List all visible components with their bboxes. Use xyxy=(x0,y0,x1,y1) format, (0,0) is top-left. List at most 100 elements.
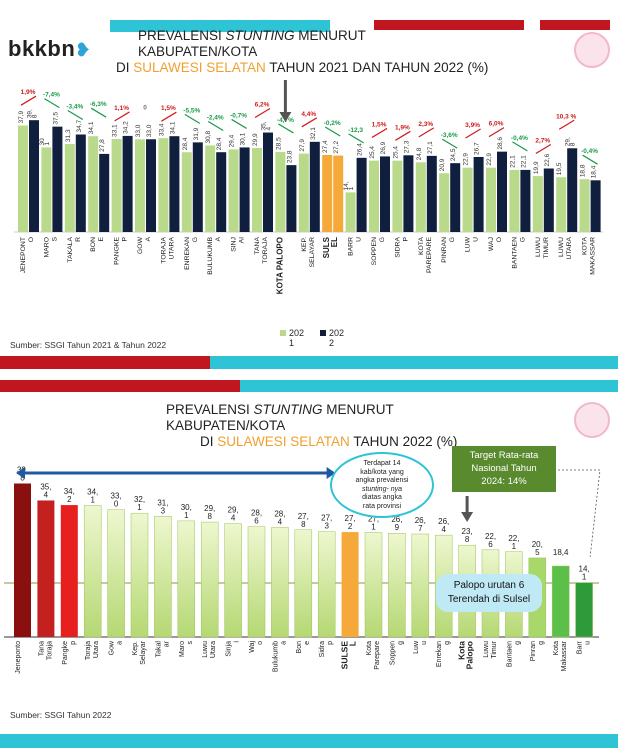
label-2022-jeneponto-b: 8 xyxy=(32,114,39,118)
label-2021-bone: 34,1 xyxy=(88,121,95,134)
tick-label-kota-parepare: KOTA xyxy=(418,237,425,255)
bar-2022-enrekang xyxy=(192,142,203,232)
bar-2021-luwu-timur xyxy=(532,176,543,232)
target-line-3: 2024: 14% xyxy=(481,476,527,487)
tick-label-luwu-timur: LUWU xyxy=(535,237,542,257)
tick-label-enrekang-b: G xyxy=(192,237,199,242)
change-arrow-maros xyxy=(44,98,60,109)
value-label-kota-makassar: 18,4 xyxy=(553,548,569,557)
tick-label-bone: Bon xyxy=(296,641,303,654)
top-title-line3-post: TAHUN 2021 DAN TAHUN 2022 (%) xyxy=(265,60,489,75)
bar-2021-jeneponto xyxy=(18,125,28,232)
top-title: PREVALENSI STUNTING MENURUT KABUPATEN/KO… xyxy=(116,28,536,76)
tick-label-luwu-utara: Luwu xyxy=(202,641,209,658)
bar-2021-barru xyxy=(345,192,356,232)
legend-label-2022-b: 2 xyxy=(329,338,335,348)
callout-line-6: rata provinsi xyxy=(362,502,402,510)
value-label-barru: 14, xyxy=(579,565,590,574)
tick-label-tana-toraja-b: TORAJA xyxy=(262,237,269,264)
tick-label-bone-b: e xyxy=(304,641,311,645)
change-arrow-kota-makassar xyxy=(582,154,598,165)
tick-label-luwu: Luw xyxy=(413,640,420,654)
value-label-maros: 30, xyxy=(181,503,192,512)
tick-label-enrekang-b: g xyxy=(444,641,451,645)
tick-label-tana-toraja-b: Toraja xyxy=(46,641,53,660)
value-label-pinrang: 20, xyxy=(532,540,543,549)
label-2021-sinjai: 29,4 xyxy=(229,134,236,147)
label-2022-enrekang: 31,9 xyxy=(193,127,200,140)
label-2022-sinjai: 30,1 xyxy=(240,132,247,145)
bar-2021-sinjai xyxy=(228,149,239,232)
tick-label-sidrap-b: p xyxy=(327,641,334,645)
label-2021-pangkep: 33,1 xyxy=(112,124,119,137)
tick-label-sidrap-b: P xyxy=(402,237,409,242)
change-arrow-bone xyxy=(90,107,107,118)
value-label-bulukumba: 28, xyxy=(274,509,285,518)
palopo-arrow-head xyxy=(461,512,474,522)
label-2022-luwu-utara: 29, xyxy=(565,137,572,146)
tick-label-sidrap: Sidra xyxy=(319,641,326,657)
legend-swatch-2022 xyxy=(320,330,326,336)
tick-label-sulsel-b: L xyxy=(348,641,358,646)
change-arrow-tana-toraja xyxy=(254,108,271,119)
bar-kota-makassar xyxy=(551,565,570,638)
tick-label-pinrang-b: G xyxy=(449,237,456,242)
value-label-soppeng-b: 9 xyxy=(395,523,400,532)
label-2022-tana-toraja: 35, xyxy=(261,121,268,130)
value-label-luwu-timur: 22, xyxy=(485,532,496,541)
value-label-enrekang-b: 4 xyxy=(441,525,446,534)
bar-2021-luwu xyxy=(462,167,473,232)
label-2021-toraja-utara: 33,4 xyxy=(158,123,165,136)
change-arrow-pinrang xyxy=(441,138,458,149)
tick-label-maros-b: S xyxy=(51,237,58,242)
tick-label-maros: MARO xyxy=(43,237,50,257)
tick-label-toraja-utara-b: Utara xyxy=(93,641,100,658)
change-arrow-pangkep xyxy=(114,111,130,122)
bar-tana-toraja xyxy=(37,500,55,637)
tick-label-gowa-b: A xyxy=(145,237,152,242)
bar-2022-wajo xyxy=(497,151,507,232)
bar-2022-sidrap xyxy=(403,155,414,232)
bar-2022-kota-palopo xyxy=(286,165,297,232)
bottom-title: PREVALENSI STUNTING MENURUT KABUPATEN/KO… xyxy=(166,402,466,450)
label-2021-maros: 30 xyxy=(39,138,46,146)
value-label-luwu-b: 7 xyxy=(418,524,423,533)
label-2021-enrekang: 28,4 xyxy=(182,137,189,150)
value-label-pangkep-b: 2 xyxy=(67,495,72,504)
tick-label-bone: BON xyxy=(90,237,97,252)
label-2022-tana-toraja-b: 4 xyxy=(266,127,273,131)
tick-label-kota-palopo-b: Palopo xyxy=(465,641,475,669)
tick-label-tana-toraja: TANA xyxy=(254,237,261,255)
tick-label-pangkep-b: P xyxy=(122,237,129,242)
change-arrow-sulsel xyxy=(324,126,341,137)
tick-label-kota-palopo: Kota xyxy=(457,641,467,660)
value-label-luwu-timur-b: 6 xyxy=(488,540,493,549)
change-arrow-barru xyxy=(348,133,364,144)
bar-gowa xyxy=(107,509,125,638)
bar-2021-soppeng xyxy=(369,160,379,232)
tick-label-toraja-utara: Toraja xyxy=(85,641,92,660)
bar-2022-gowa xyxy=(146,139,156,232)
label-2021-gowa: 33,0 xyxy=(135,124,142,137)
bar-2021-wajo xyxy=(486,167,496,232)
tick-label-bantaeng: Bantaen xyxy=(506,641,513,667)
value-label-tana-toraja-b: 4 xyxy=(44,490,49,499)
palopo-pointer-head xyxy=(279,112,292,122)
value-label-kota-parepare: 27, xyxy=(368,514,379,523)
target-line-1: Target Rata-rata xyxy=(469,450,539,461)
label-2022-toraja-utara: 34,1 xyxy=(169,121,176,134)
value-label-maros-b: 1 xyxy=(184,511,189,520)
tick-label-kota-parepare-b: Parepare xyxy=(374,641,381,670)
tick-label-kep-selayar: Kep. xyxy=(132,641,139,655)
value-label-pinrang-b: 5 xyxy=(535,548,540,557)
tick-label-barru: Barr xyxy=(577,640,584,654)
bar-2022-soppeng xyxy=(380,156,390,232)
bar-2022-luwu-utara xyxy=(567,148,578,232)
change-arrow-luwu-utara xyxy=(558,119,575,130)
tick-label-toraja-utara-b: UTARA xyxy=(168,237,175,260)
label-2022-jeneponto: 39, xyxy=(27,109,34,118)
value-label-sidrap: 27, xyxy=(321,514,332,523)
change-arrow-kep-selayar xyxy=(301,117,318,128)
tick-label-barru-b: u xyxy=(585,641,592,645)
bar-kep-selayar xyxy=(130,512,149,638)
